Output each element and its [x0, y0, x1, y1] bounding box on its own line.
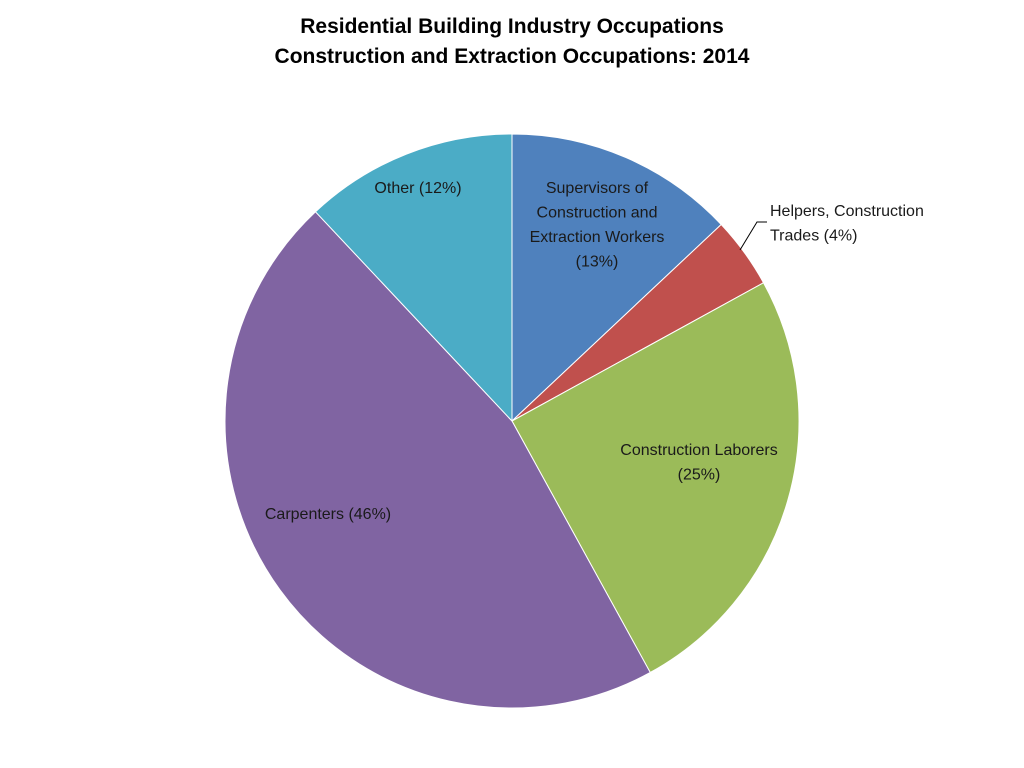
chart-title-line-1: Residential Building Industry Occupation… — [300, 15, 724, 38]
data-label-line: (25%) — [678, 467, 721, 484]
pie-slice-other — [314, 133, 513, 423]
data-label-line: Supervisors of — [546, 180, 649, 197]
chart-title-line-2: Construction and Extraction Occupations:… — [274, 45, 750, 68]
leader-line — [739, 221, 767, 251]
data-label: Carpenters (46%) — [265, 506, 391, 523]
data-label-line: Construction and — [537, 205, 658, 222]
leader-lines — [739, 221, 767, 251]
data-label-line: Other (12%) — [374, 180, 461, 197]
data-label: Other (12%) — [374, 180, 461, 197]
data-label-line: Carpenters (46%) — [265, 506, 391, 523]
pie-slice-construction-laborers — [511, 282, 800, 674]
data-label-line: Construction Laborers — [620, 442, 777, 459]
pie-slices — [224, 133, 800, 709]
data-label-line: Extraction Workers — [530, 229, 665, 246]
data-label: Helpers, Construction Trades (4%) — [770, 203, 924, 245]
data-label-line: Helpers, Construction — [770, 203, 924, 220]
pie-slice-supervisors-of-construction-and-extraction-workers — [511, 133, 722, 423]
pie-slice-carpenters — [224, 211, 651, 709]
data-label-line: (13%) — [576, 254, 619, 271]
data-labels: Supervisors of Construction and Extraction… — [265, 180, 924, 523]
data-label: Supervisors of Construction and Extraction… — [530, 180, 665, 271]
chart-title: Residential Building Industry Occupation… — [0, 12, 1024, 72]
data-label-line: Trades (4%) — [770, 228, 857, 245]
data-label: Construction Laborers (25%) — [620, 442, 777, 484]
